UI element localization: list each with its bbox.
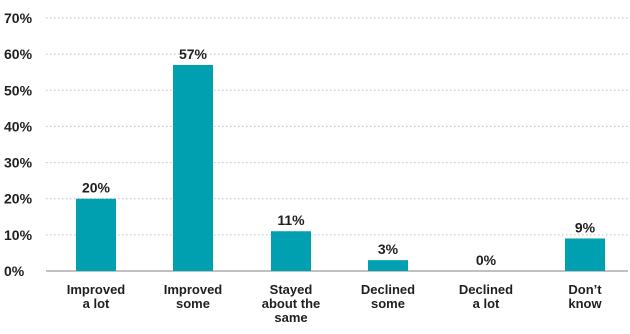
bar [173, 64, 213, 271]
x-tick-label-line: Improved [67, 282, 126, 297]
y-tick-label: 40% [4, 118, 33, 134]
y-tick-label: 60% [4, 46, 33, 62]
data-label: 20% [82, 180, 111, 196]
bar [565, 238, 605, 271]
x-tick-label-line: Improved [164, 282, 223, 297]
data-label: 0% [476, 252, 497, 268]
x-tick-label: Declined some [361, 282, 415, 311]
data-labels: 20% 57% 11% 3% 0% 9% [82, 46, 596, 268]
x-tick-label-line: a lot [83, 296, 110, 311]
data-label: 11% [277, 212, 305, 228]
data-label: 57% [179, 46, 208, 62]
gridlines [46, 17, 628, 272]
y-tick-label: 0% [4, 263, 25, 279]
x-tick-label: Stayed about the same [262, 282, 321, 325]
x-tick-label: Don’t know [568, 282, 602, 311]
bar [368, 260, 408, 271]
x-tick-label-line: some [371, 296, 405, 311]
x-tick-label-line: some [176, 296, 210, 311]
x-tick-label: Improved a lot [67, 282, 126, 311]
data-label: 9% [575, 219, 596, 235]
bar [76, 198, 116, 271]
x-tick-label-line: about the [262, 296, 321, 311]
bar [271, 231, 311, 271]
x-tick-label: Declined a lot [459, 282, 513, 311]
x-tick-label-line: same [274, 310, 307, 325]
y-tick-label: 50% [4, 82, 33, 98]
data-label: 3% [378, 241, 399, 257]
x-tick-label: Improved some [164, 282, 223, 311]
x-tick-label-line: know [568, 296, 602, 311]
x-tick-label-line: Stayed [270, 282, 313, 297]
bars [76, 64, 605, 271]
y-tick-label: 20% [4, 191, 33, 207]
y-tick-label: 30% [4, 155, 33, 171]
x-tick-label-line: Declined [361, 282, 415, 297]
y-axis-tick-labels: 0% 10% 20% 30% 40% 50% 60% 70% [4, 10, 33, 279]
x-tick-label-line: Declined [459, 282, 513, 297]
y-tick-label: 10% [4, 227, 33, 243]
y-tick-label: 70% [4, 10, 33, 26]
x-tick-label-line: a lot [473, 296, 500, 311]
x-tick-label-line: Don’t [568, 282, 602, 297]
